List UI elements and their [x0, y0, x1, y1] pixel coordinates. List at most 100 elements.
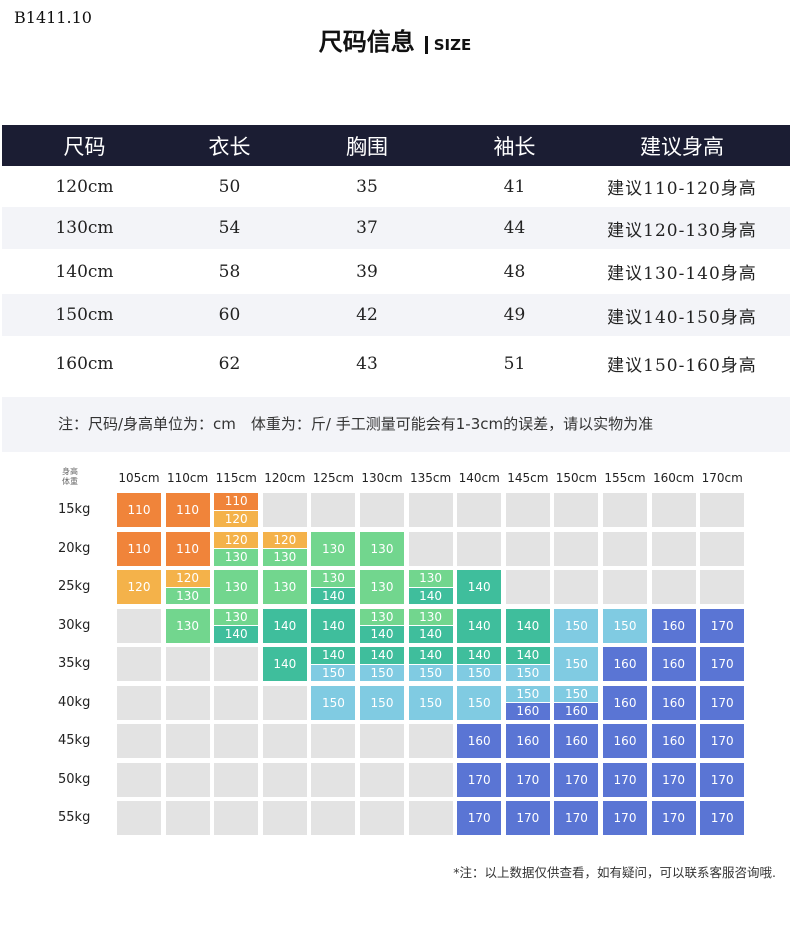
cell-sleeve: 44: [503, 218, 526, 238]
cell-length: 50: [218, 176, 241, 197]
size-cell: 130: [360, 570, 404, 604]
size-value: 140: [408, 586, 453, 604]
cell-size: 160cm: [55, 353, 114, 374]
height-label: 160cm: [652, 471, 695, 485]
empty-cell: [505, 531, 550, 566]
size-cell: 130: [262, 570, 307, 604]
empty-cell: [554, 493, 599, 527]
cell-size: 120cm: [55, 176, 114, 197]
size-cell: 160: [651, 608, 696, 643]
cell-height: 建议130-140身高: [607, 264, 757, 284]
size-value: 150: [311, 663, 356, 681]
size-value: 170: [700, 724, 745, 758]
size-value: 170: [700, 647, 745, 681]
size-value: 170: [700, 801, 745, 835]
size-cell: 130 140: [311, 570, 356, 604]
weight-label: 35kg: [58, 656, 91, 671]
size-value: 170: [651, 801, 696, 835]
size-value: 130: [214, 608, 259, 625]
height-label: 115cm: [215, 471, 257, 485]
size-cell: 170: [651, 801, 696, 835]
height-label: 110cm: [166, 471, 209, 485]
size-cell: 170: [603, 762, 647, 797]
empty-cell: [165, 724, 210, 758]
empty-cell: [262, 801, 307, 835]
empty-cell: [311, 724, 356, 758]
size-cell: 110: [165, 493, 210, 527]
size-value: 130: [360, 570, 404, 604]
cell-length: 58: [218, 261, 241, 282]
size-cell: 140 150: [505, 647, 550, 681]
table-row: 160cm 62 43 51 建议150-160身高: [2, 336, 790, 391]
corner-weight: 体重: [62, 477, 78, 486]
cell-height: 建议110-120身高: [607, 179, 757, 199]
size-cell: 160: [603, 685, 647, 720]
size-cell: 160: [554, 724, 599, 758]
size-value: 140: [311, 586, 356, 604]
size-value: 120: [165, 570, 210, 587]
empty-cell: [651, 570, 696, 604]
size-value: 160: [554, 724, 599, 758]
cell-chest: 43: [356, 353, 378, 374]
size-value: 170: [554, 762, 599, 797]
empty-cell: [360, 724, 404, 758]
size-value: 140: [408, 647, 453, 664]
empty-cell: [360, 762, 404, 797]
table-header: 尺码 衣长 胸围 袖长 建议身高: [2, 125, 790, 166]
size-value: 150: [457, 663, 502, 681]
table-row: 140cm 58 39 48 建议130-140身高: [2, 249, 790, 294]
weight-label: 45kg: [58, 733, 91, 748]
size-value: 150: [603, 608, 647, 643]
size-value: 170: [603, 762, 647, 797]
size-value: 170: [700, 762, 745, 797]
cell-height: 建议120-130身高: [607, 220, 757, 241]
empty-cell: [165, 801, 210, 835]
cell-chest: 39: [356, 261, 378, 282]
size-value: 140: [505, 608, 550, 643]
size-value: 170: [457, 801, 502, 835]
title-en: SIZE: [424, 36, 472, 54]
size-value: 140: [214, 625, 259, 643]
size-value: 170: [554, 801, 599, 835]
corner-label: 身高 体重: [62, 467, 78, 487]
empty-cell: [214, 685, 259, 720]
size-cell: 170: [700, 801, 745, 835]
cell-sleeve: 51: [503, 353, 526, 374]
size-cell: 150: [554, 608, 599, 643]
size-value: 110: [165, 531, 210, 566]
size-cell: 170: [554, 801, 599, 835]
size-cell: 110: [165, 531, 210, 566]
size-value: 130: [311, 531, 356, 566]
empty-cell: [457, 493, 502, 527]
cell-sleeve: 41: [503, 176, 526, 197]
weight-label: 55kg: [58, 810, 91, 825]
empty-cell: [214, 801, 259, 835]
empty-cell: [117, 724, 161, 758]
size-cell: 130: [311, 531, 356, 566]
header-sleeve: 袖长: [493, 134, 536, 159]
empty-cell: [554, 531, 599, 566]
size-table: 尺码 衣长 胸围 袖长 建议身高 120cm 50 35 41 建议110-120身高 1…: [2, 125, 790, 391]
height-label: 145cm: [507, 471, 549, 485]
height-label: 140cm: [458, 471, 500, 485]
height-label: 155cm: [604, 471, 646, 485]
empty-cell: [117, 685, 161, 720]
table-row: 150cm 60 42 49 建议140-150身高: [2, 294, 790, 336]
size-value: 170: [505, 801, 550, 835]
size-cell: 160: [603, 724, 647, 758]
size-value: 150: [554, 685, 599, 702]
size-value: 140: [262, 647, 307, 681]
size-value: 150: [408, 685, 453, 720]
weight-label: 20kg: [58, 540, 91, 556]
size-value: 160: [651, 608, 696, 643]
empty-cell: [603, 570, 647, 604]
empty-cell: [262, 724, 307, 758]
size-cell: 110: [117, 531, 161, 566]
size-cell: 150: [360, 685, 404, 720]
size-cell: 130 140: [214, 608, 259, 643]
size-cell: 150: [311, 685, 356, 720]
size-cell: 130: [360, 531, 404, 566]
size-value: 130: [360, 608, 404, 625]
empty-cell: [408, 493, 453, 527]
size-cell: 130 140: [360, 608, 404, 643]
